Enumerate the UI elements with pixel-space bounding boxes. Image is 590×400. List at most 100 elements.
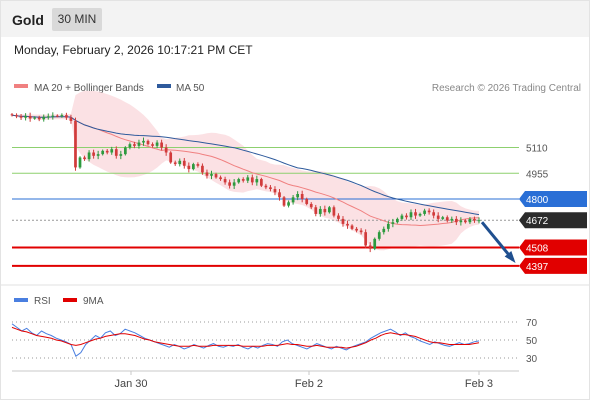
candle-body (237, 179, 241, 183)
candle-body (341, 218, 345, 224)
candle-body (450, 218, 454, 221)
timeframe-button[interactable]: 30 MIN (52, 8, 102, 31)
rsi-tick-label-30: 30 (526, 354, 538, 365)
candle-body (241, 179, 245, 181)
candle-body (314, 207, 318, 214)
level-box-4397 (519, 257, 587, 274)
candle-body (278, 192, 281, 198)
candle-body (214, 174, 218, 178)
candle-body (74, 120, 77, 168)
candle-body (164, 147, 168, 153)
candle-body (287, 202, 290, 206)
candle-body (264, 185, 268, 188)
candle-body (205, 172, 209, 176)
candle-body (364, 232, 368, 246)
credit-text: Research © 2026 Trading Central (432, 83, 581, 94)
candle-body (78, 157, 82, 168)
candle-body (196, 164, 200, 166)
candle-body (187, 165, 191, 170)
level-label-4508: 4508 (526, 243, 549, 254)
candle-body (373, 238, 377, 249)
rsi-legend-swatch (14, 298, 28, 302)
candle-body (309, 203, 313, 208)
candle-body (146, 140, 150, 145)
candle-body (291, 197, 295, 203)
candle-body (346, 223, 349, 226)
instrument-title: Gold (12, 12, 44, 28)
rsi-tick-label-70: 70 (526, 318, 538, 329)
timestamp: Monday, February 2, 2026 10:17:21 PM CET (14, 43, 253, 57)
candle-body (396, 218, 399, 223)
candle-body (19, 116, 23, 118)
candle-body (210, 174, 213, 176)
candle-body (223, 179, 227, 183)
candle-body (51, 115, 55, 117)
candle-body (155, 142, 159, 146)
candle-body (37, 117, 41, 120)
candle-body (477, 220, 481, 222)
candle-body (468, 218, 472, 223)
candle-body (300, 194, 304, 199)
candle-body (191, 164, 195, 170)
candle-body (459, 220, 463, 223)
candle-body (110, 149, 114, 153)
candle-body (250, 177, 254, 183)
candle-body (318, 208, 322, 214)
candle-body (28, 115, 32, 119)
rsi-tick-label-50: 50 (526, 336, 538, 347)
candle-body (92, 152, 95, 156)
ma50-legend-swatch (157, 84, 171, 88)
candle-body (151, 144, 154, 146)
candle-body (33, 117, 37, 119)
candle-body (350, 225, 354, 229)
candle-body (15, 115, 18, 117)
candle-body (219, 177, 222, 180)
rsi-legend-label: RSI (34, 296, 51, 307)
candle-body (414, 212, 417, 216)
rsi-ma-legend-swatch (63, 298, 77, 302)
x-tick-label: Jan 30 (114, 378, 147, 390)
candle-body (328, 207, 331, 213)
candle-body (436, 215, 440, 219)
x-axis: Jan 30 Feb 2 Feb 3 (114, 371, 493, 390)
candle-body (83, 157, 86, 160)
candle-body (232, 182, 236, 186)
candle-body (441, 217, 445, 219)
candle-body (42, 116, 46, 120)
header-bar: Gold 30 MIN (1, 1, 589, 37)
candle-body (464, 220, 467, 223)
candle-body (160, 142, 163, 148)
candle-body (427, 210, 431, 213)
candle-body (337, 215, 340, 219)
candle-body (182, 160, 186, 166)
candle-body (119, 154, 123, 156)
candle-body (55, 115, 59, 117)
candle-body (60, 115, 64, 117)
ma20-legend-label: MA 20 + Bollinger Bands (34, 83, 144, 94)
candle-body (87, 152, 91, 160)
level-labels: 5110 4955 4800 4672 4508 4397 (519, 144, 587, 274)
level-label-4955: 4955 (526, 169, 549, 180)
candle-body (473, 218, 476, 221)
candle-body (260, 179, 263, 186)
level-label-4672: 4672 (526, 216, 549, 227)
candle-body (69, 117, 73, 121)
candle-body (137, 142, 141, 146)
candle-body (96, 154, 100, 156)
candle-body (409, 212, 413, 218)
candle-body (114, 149, 118, 156)
candle-body (400, 215, 404, 219)
candle-body (359, 230, 363, 233)
candle-body (101, 150, 105, 155)
ma50-line (11, 114, 480, 216)
candle-body (46, 116, 50, 118)
candle-body (133, 144, 136, 146)
candle-body (368, 245, 372, 249)
candle-body (454, 218, 458, 223)
candle-body (423, 210, 426, 214)
candle-body (269, 187, 272, 190)
candle-body (10, 114, 14, 116)
candle-body (142, 140, 145, 143)
